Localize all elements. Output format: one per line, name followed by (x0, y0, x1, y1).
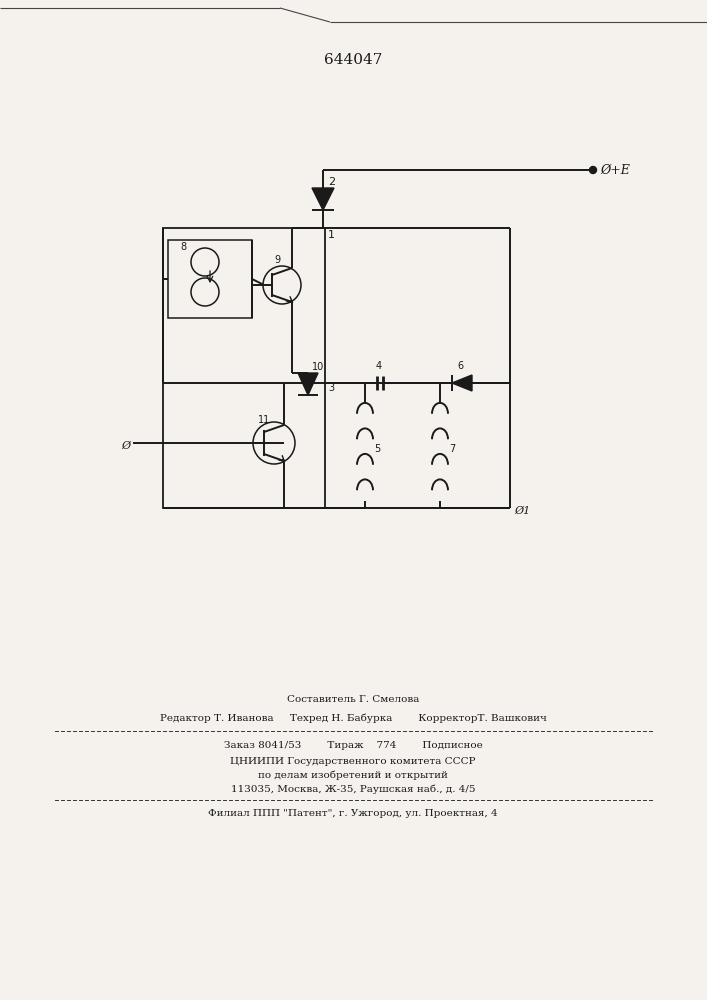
Text: Ø: Ø (121, 441, 130, 451)
Text: 3: 3 (328, 383, 334, 393)
Text: 8: 8 (180, 242, 186, 252)
Text: 2: 2 (328, 177, 335, 187)
Text: Ø1: Ø1 (514, 506, 530, 516)
Polygon shape (312, 188, 334, 210)
Text: 9: 9 (274, 255, 280, 265)
Polygon shape (298, 373, 318, 395)
Text: 7: 7 (449, 444, 455, 454)
Bar (163, 228, 325, 508)
Text: 10: 10 (312, 362, 325, 372)
Circle shape (590, 166, 597, 174)
Text: 1: 1 (328, 230, 335, 240)
Polygon shape (452, 375, 472, 391)
Text: Заказ 8041/53        Тираж    774        Подписное: Заказ 8041/53 Тираж 774 Подписное (223, 742, 482, 750)
Text: Редактор Т. Иванова     Техред Н. Бабурка        КорректорТ. Вашкович: Редактор Т. Иванова Техред Н. Бабурка Ко… (160, 713, 547, 723)
Text: ЦНИИПИ Государственного комитета СССР: ЦНИИПИ Государственного комитета СССР (230, 756, 476, 766)
Text: 644047: 644047 (324, 53, 382, 67)
Text: Составитель Г. Смелова: Составитель Г. Смелова (287, 696, 419, 704)
Text: 11: 11 (258, 415, 270, 425)
Text: 4: 4 (376, 361, 382, 371)
Text: Филиал ППП "Патент", г. Ужгород, ул. Проектная, 4: Филиал ППП "Патент", г. Ужгород, ул. Про… (208, 810, 498, 818)
Bar (168, 240, 252, 318)
Text: по делам изобретений и открытий: по делам изобретений и открытий (258, 770, 448, 780)
Text: Ø+E: Ø+E (600, 163, 630, 176)
Text: 5: 5 (374, 444, 380, 454)
Text: 6: 6 (457, 361, 463, 371)
Text: 113035, Москва, Ж-35, Раушская наб., д. 4/5: 113035, Москва, Ж-35, Раушская наб., д. … (230, 784, 475, 794)
